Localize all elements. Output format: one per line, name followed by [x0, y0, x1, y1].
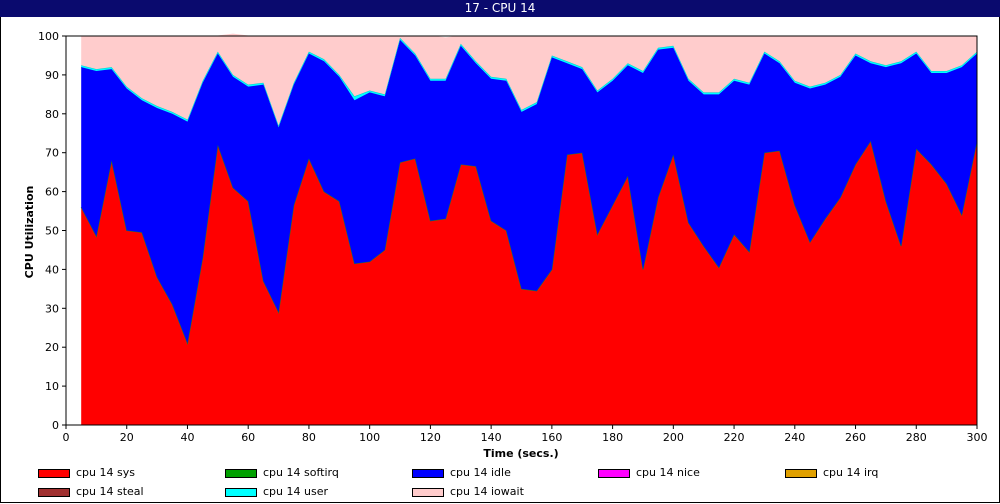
legend-item: cpu 14 steal — [38, 486, 144, 498]
legend-label: cpu 14 iowait — [450, 485, 524, 498]
x-tick-label: 180 — [602, 431, 623, 444]
legend-item: cpu 14 nice — [598, 467, 700, 479]
legend-swatch — [225, 468, 257, 478]
y-tick-label: 70 — [45, 147, 59, 160]
legend-swatch — [225, 487, 257, 497]
x-tick-label: 40 — [180, 431, 194, 444]
legend-swatch — [38, 468, 70, 478]
y-tick-label: 40 — [45, 263, 59, 276]
legend-item: cpu 14 irq — [785, 467, 878, 479]
legend-label: cpu 14 softirq — [263, 466, 339, 479]
legend-label: cpu 14 user — [263, 485, 328, 498]
legend-item: cpu 14 softirq — [225, 467, 339, 479]
legend-swatch — [598, 468, 630, 478]
y-tick-label: 20 — [45, 341, 59, 354]
y-tick-label: 60 — [45, 186, 59, 199]
x-tick-label: 20 — [120, 431, 134, 444]
legend-swatch — [38, 487, 70, 497]
y-axis-label: CPU Utilization — [23, 186, 36, 279]
legend-label: cpu 14 irq — [823, 466, 879, 479]
x-tick-label: 120 — [420, 431, 441, 444]
legend-label: cpu 14 sys — [76, 466, 135, 479]
cpu-utilization-chart: 0 10 20 30 40 50 60 70 80 90 100 0 20 40 60 80 100 120 140… — [23, 30, 988, 460]
series-area-cpu-14-sys — [81, 141, 977, 425]
legend-item: cpu 14 sys — [38, 467, 135, 479]
y-tick-label: 100 — [38, 30, 59, 43]
x-tick-label: 260 — [845, 431, 866, 444]
x-tick-label: 280 — [906, 431, 927, 444]
legend-swatch — [412, 468, 444, 478]
x-tick-label: 300 — [967, 431, 988, 444]
chart-panel: 0 10 20 30 40 50 60 70 80 90 100 0 20 40 60 80 100 120 140… — [0, 17, 1000, 503]
x-tick-label: 160 — [541, 431, 562, 444]
y-tick-label: 80 — [45, 108, 59, 121]
legend-label: cpu 14 idle — [450, 466, 511, 479]
x-tick-label: 60 — [241, 431, 255, 444]
legend-swatch — [412, 487, 444, 497]
axes-layer: 0 10 20 30 40 50 60 70 80 90 100 0 20 40 60 80 100 120 140… — [38, 30, 988, 444]
legend-label: cpu 14 steal — [76, 485, 144, 498]
x-tick-label: 140 — [481, 431, 502, 444]
x-tick-label: 100 — [359, 431, 380, 444]
legend-item: cpu 14 idle — [412, 467, 511, 479]
y-tick-label: 30 — [45, 302, 59, 315]
window-title: 17 - CPU 14 — [0, 0, 1000, 17]
x-tick-label: 200 — [663, 431, 684, 444]
y-tick-label: 90 — [45, 69, 59, 82]
y-tick-label: 50 — [45, 225, 59, 238]
x-tick-label: 240 — [784, 431, 805, 444]
x-axis-label: Time (secs.) — [483, 447, 558, 460]
y-tick-label: 0 — [52, 419, 59, 432]
x-tick-label: 220 — [724, 431, 745, 444]
legend-label: cpu 14 nice — [636, 466, 700, 479]
x-tick-label: 0 — [63, 431, 70, 444]
legend-item: cpu 14 user — [225, 486, 328, 498]
series-area-cpu-14-iowait — [81, 34, 977, 126]
y-tick-label: 10 — [45, 380, 59, 393]
series-area-cpu-14-idle — [81, 39, 977, 344]
x-tick-label: 80 — [302, 431, 316, 444]
area-layer — [80, 33, 978, 425]
legend-item: cpu 14 iowait — [412, 486, 524, 498]
legend-swatch — [785, 468, 817, 478]
